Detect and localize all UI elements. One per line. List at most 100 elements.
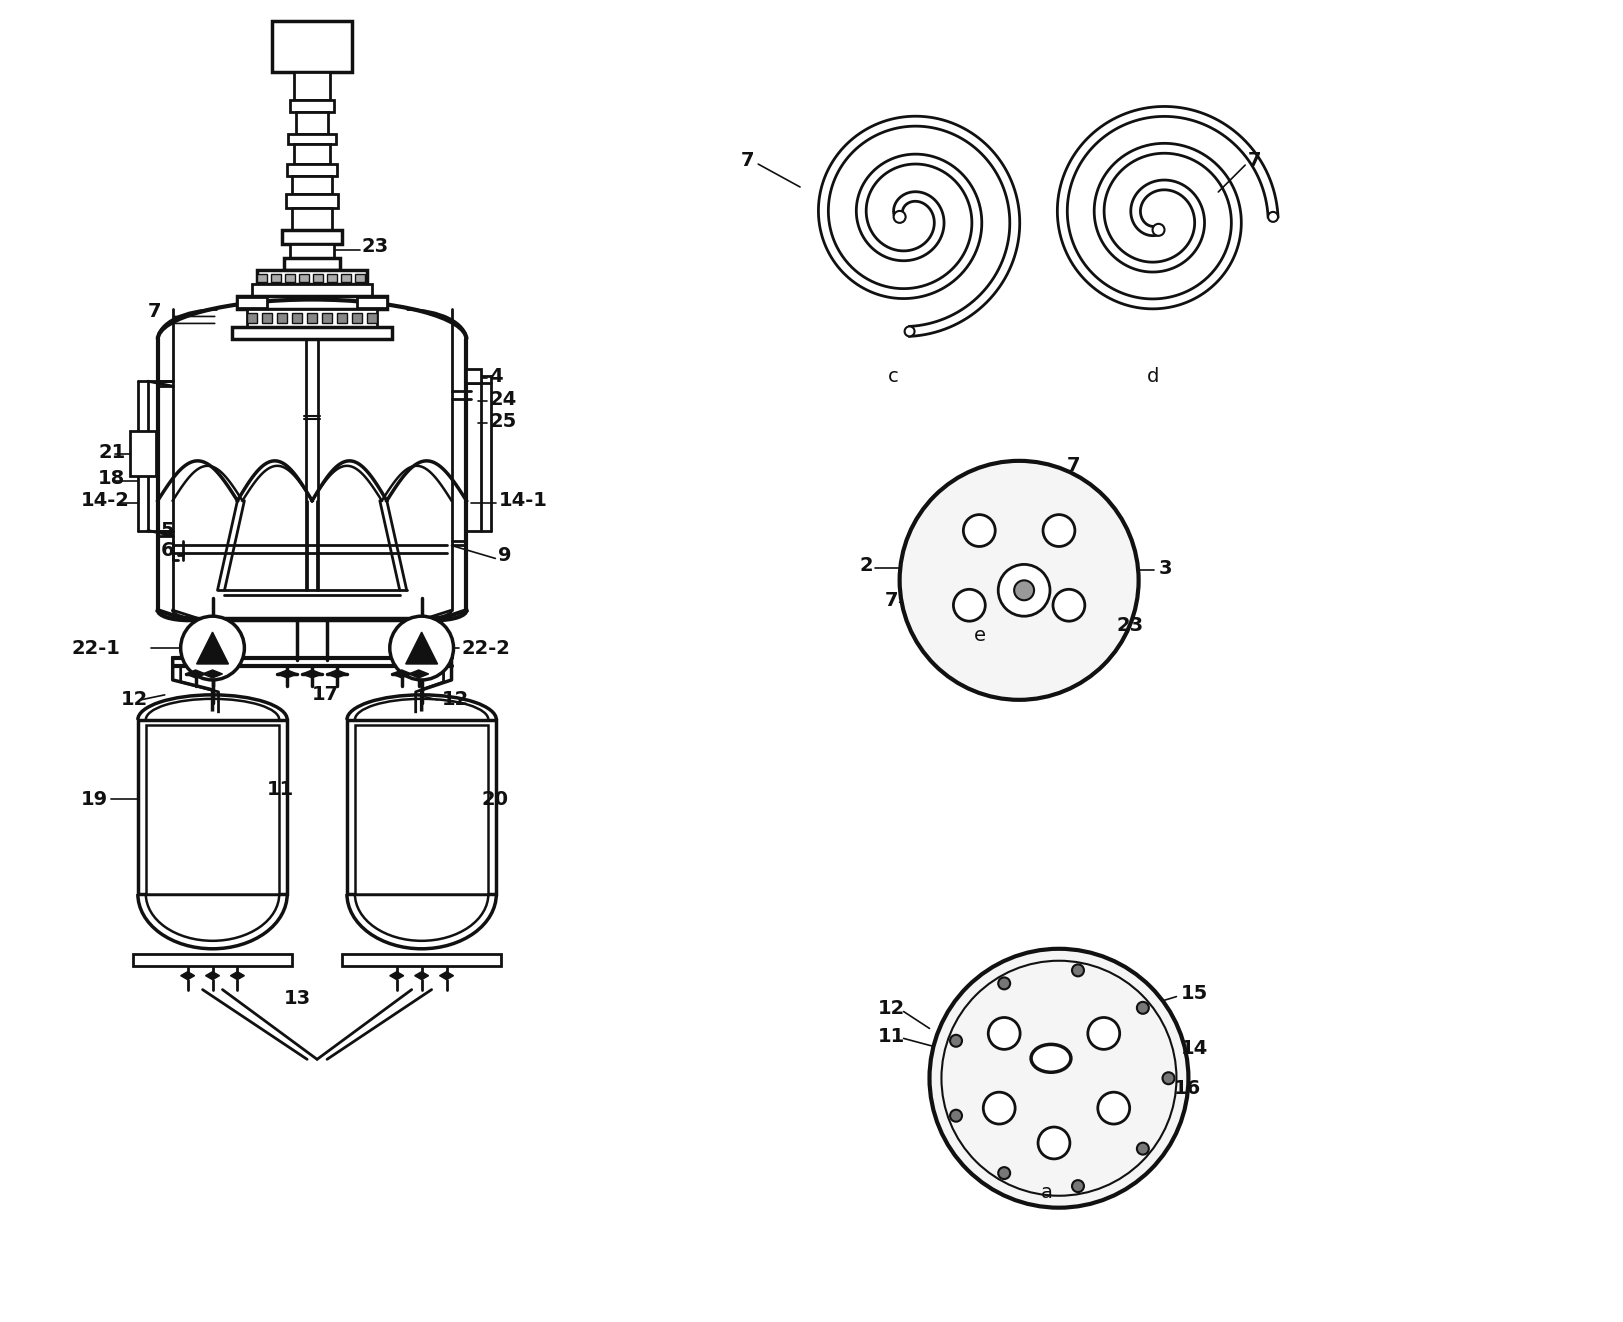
Circle shape [1136, 1002, 1147, 1014]
Text: 4: 4 [489, 366, 503, 386]
Text: 17: 17 [312, 685, 339, 705]
Bar [287, 164, 338, 176]
Text: 7: 7 [740, 151, 753, 169]
Text: 22-1: 22-1 [71, 639, 120, 657]
Polygon shape [180, 972, 195, 980]
Bar [138, 719, 287, 894]
Bar [271, 274, 281, 282]
Circle shape [928, 949, 1188, 1208]
Bar [133, 953, 292, 965]
Polygon shape [196, 632, 229, 664]
Bar [237, 296, 386, 309]
Circle shape [1097, 1092, 1130, 1124]
Bar [355, 724, 489, 894]
Text: a: a [1040, 1183, 1052, 1202]
Circle shape [1013, 580, 1034, 600]
Bar [292, 313, 302, 324]
Bar [256, 274, 268, 282]
Bar [338, 313, 347, 324]
Bar [355, 274, 365, 282]
Text: 16: 16 [1173, 1079, 1199, 1097]
Circle shape [998, 977, 1010, 989]
Text: 19: 19 [81, 791, 109, 809]
Polygon shape [203, 670, 222, 678]
Circle shape [1152, 223, 1164, 235]
Circle shape [941, 961, 1175, 1195]
Circle shape [180, 616, 243, 680]
Bar [307, 313, 316, 324]
Circle shape [988, 1018, 1019, 1050]
Bar [294, 73, 329, 100]
Bar [232, 328, 391, 340]
Polygon shape [818, 116, 1019, 336]
Bar [292, 176, 331, 194]
Text: 7: 7 [885, 591, 898, 609]
Polygon shape [278, 670, 297, 678]
Circle shape [899, 461, 1138, 699]
Bar [286, 194, 338, 208]
Polygon shape [206, 972, 219, 980]
Polygon shape [230, 972, 243, 980]
Polygon shape [406, 632, 437, 664]
Circle shape [998, 1167, 1010, 1179]
Text: 23: 23 [362, 237, 390, 256]
Circle shape [390, 616, 453, 680]
Bar [247, 309, 377, 328]
Circle shape [953, 590, 985, 621]
Circle shape [962, 514, 995, 546]
Text: 12: 12 [441, 690, 469, 710]
Circle shape [893, 212, 906, 223]
Circle shape [1052, 590, 1084, 621]
Bar [291, 100, 334, 112]
Circle shape [949, 1035, 961, 1047]
Circle shape [1037, 1128, 1070, 1159]
Text: 14: 14 [1180, 1039, 1208, 1058]
Circle shape [982, 1092, 1014, 1124]
Polygon shape [390, 972, 404, 980]
Bar [352, 313, 362, 324]
Bar [367, 313, 377, 324]
Circle shape [1071, 964, 1083, 977]
Text: 11: 11 [876, 1027, 904, 1046]
Circle shape [1042, 514, 1074, 546]
Text: 5: 5 [161, 521, 174, 541]
Circle shape [949, 1109, 961, 1121]
Bar [287, 135, 336, 144]
Bar [130, 431, 156, 476]
Bar [247, 313, 256, 324]
Bar [341, 274, 351, 282]
Polygon shape [440, 972, 453, 980]
Bar [294, 144, 329, 164]
Text: 21: 21 [97, 443, 125, 463]
Bar [263, 313, 273, 324]
Text: 14-1: 14-1 [498, 492, 547, 510]
Bar [466, 369, 480, 383]
Circle shape [1071, 1181, 1083, 1192]
Bar [313, 274, 323, 282]
Bar [347, 719, 497, 894]
Bar [326, 274, 338, 282]
Bar [237, 296, 268, 308]
Text: 18: 18 [97, 469, 125, 488]
Text: 12: 12 [876, 999, 904, 1018]
Text: 15: 15 [1180, 984, 1208, 1003]
Bar [292, 208, 331, 230]
Polygon shape [414, 972, 428, 980]
Bar [282, 230, 342, 243]
Polygon shape [185, 670, 206, 678]
Text: e: e [974, 625, 985, 645]
Text: 7: 7 [148, 301, 161, 321]
Text: 25: 25 [489, 411, 516, 431]
Circle shape [1087, 1018, 1118, 1050]
Bar [284, 258, 339, 270]
Bar [286, 274, 295, 282]
Text: 14-2: 14-2 [81, 492, 130, 510]
Bar [252, 284, 372, 296]
Text: 7: 7 [1066, 456, 1079, 476]
Text: d: d [1146, 366, 1159, 386]
Text: 23: 23 [1117, 616, 1143, 635]
Polygon shape [302, 670, 321, 678]
Text: 24: 24 [489, 390, 516, 408]
Bar [291, 243, 334, 258]
Text: 6: 6 [161, 541, 174, 561]
